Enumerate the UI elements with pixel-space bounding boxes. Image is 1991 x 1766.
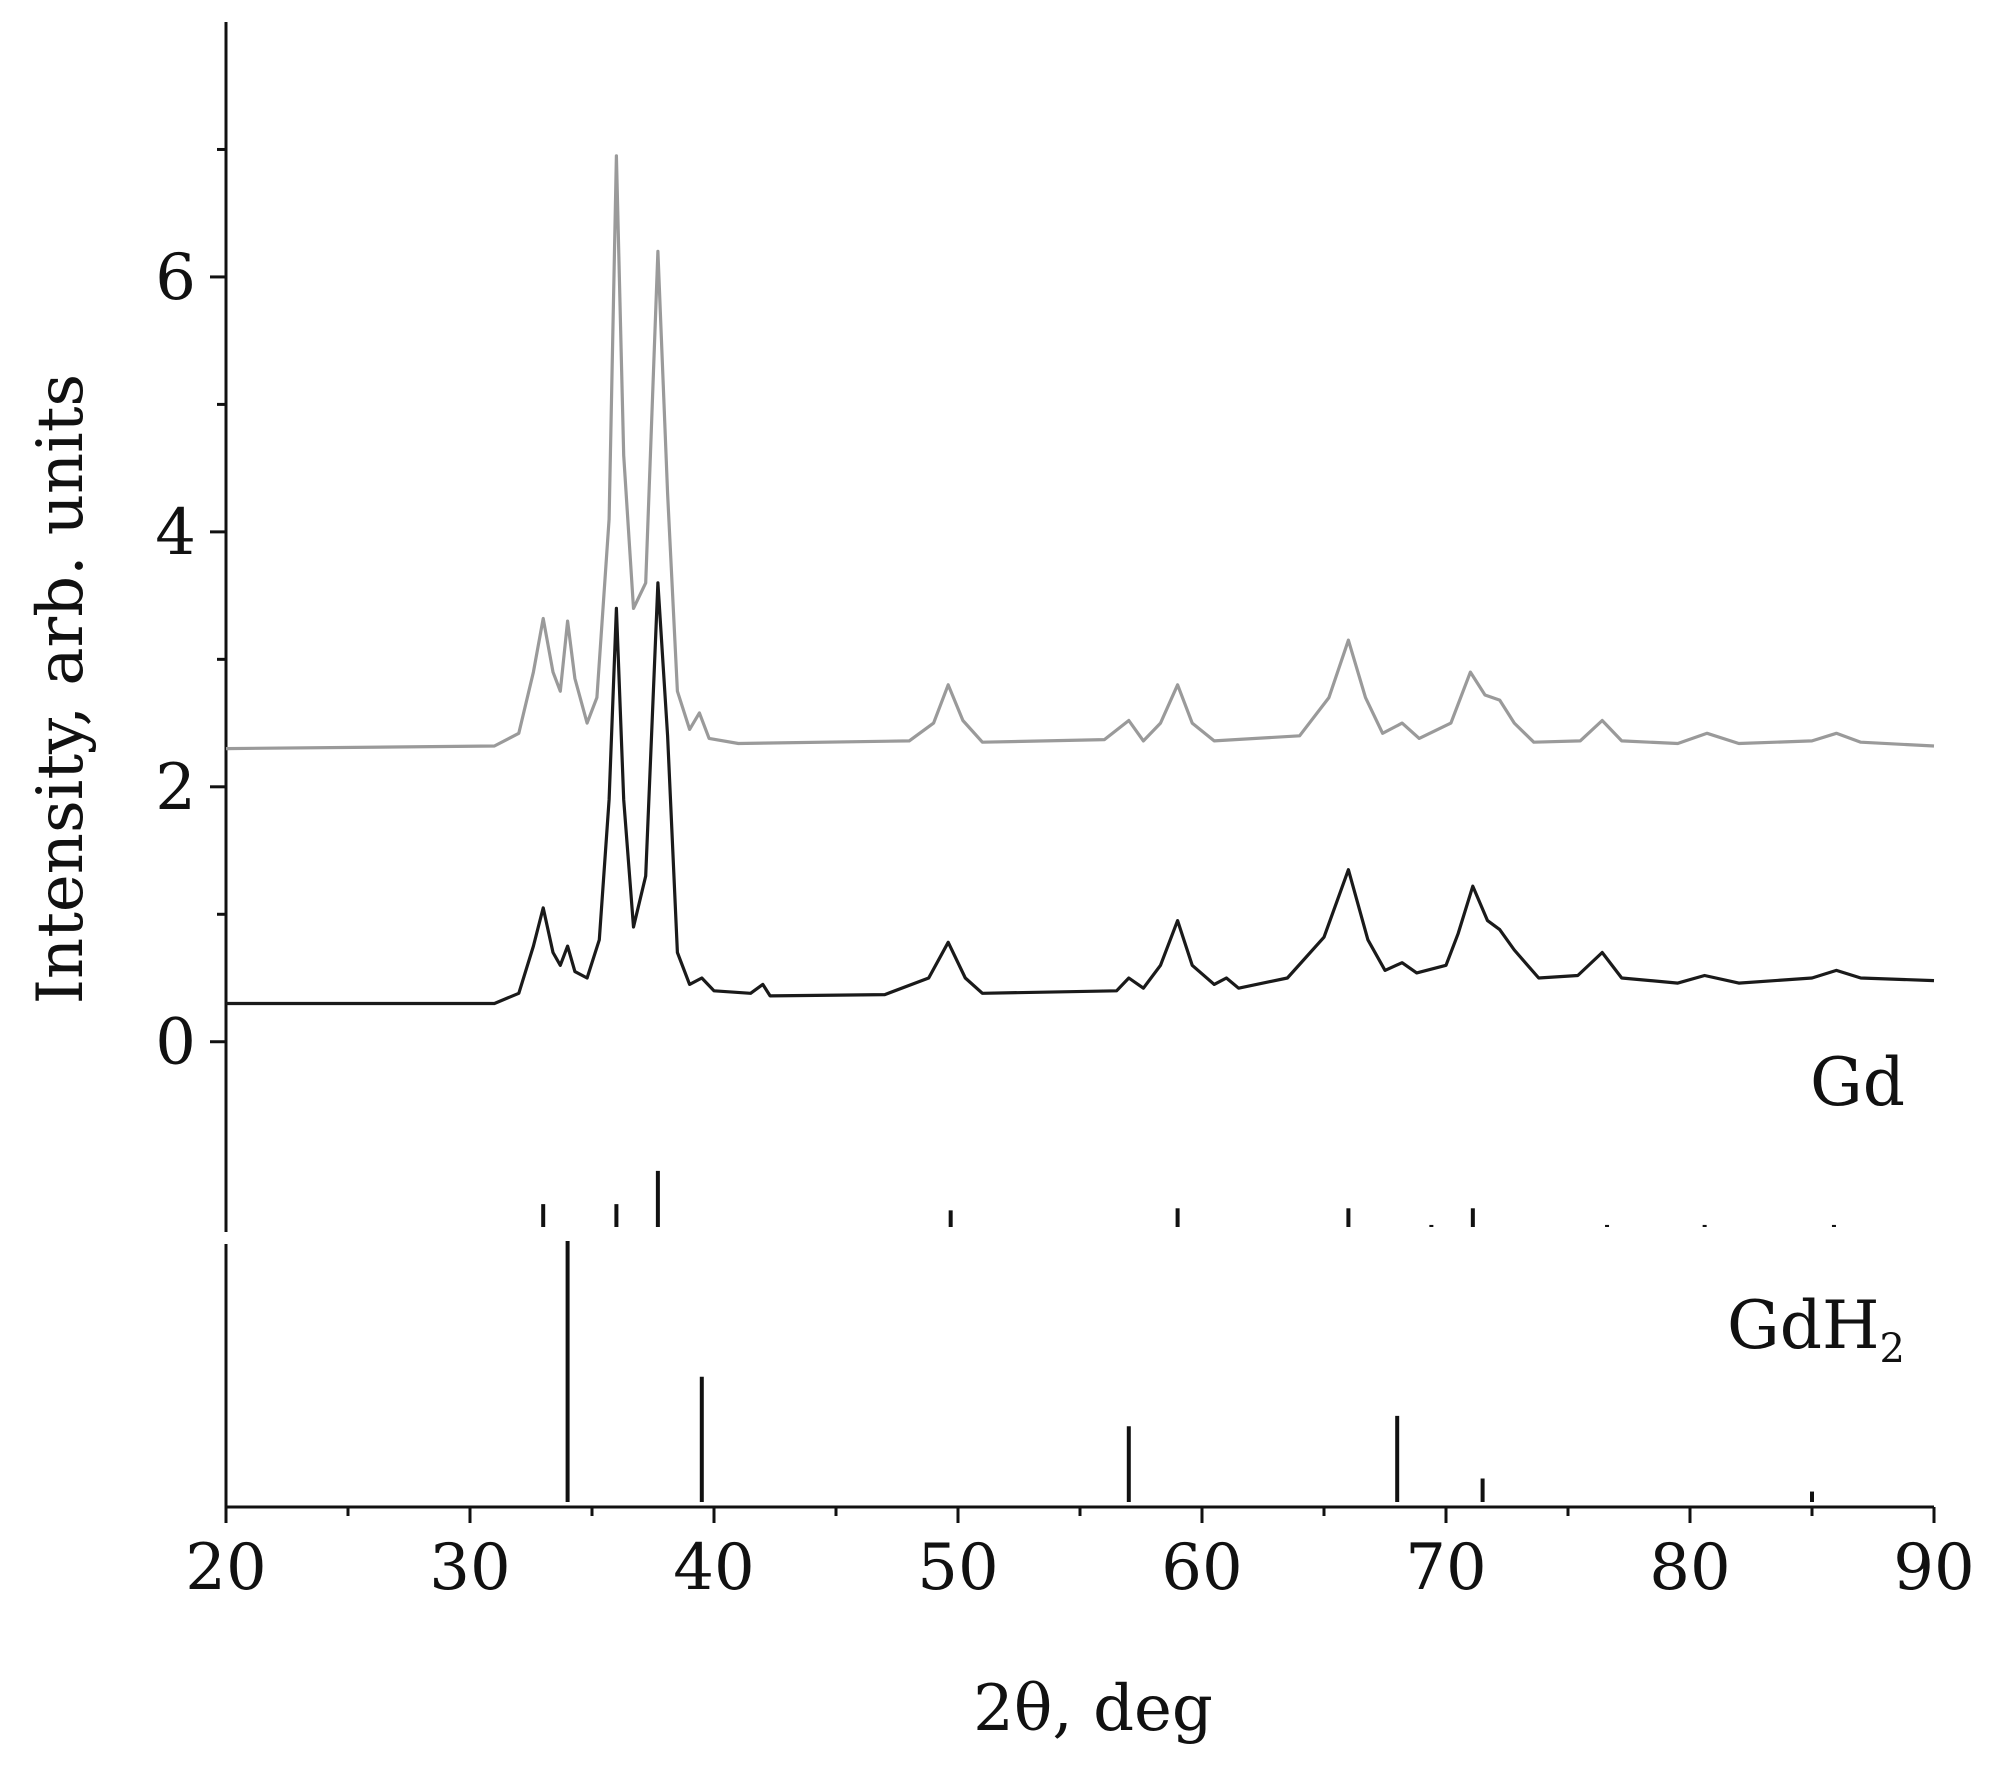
y-tick-label: 6 xyxy=(155,241,196,315)
y-axis: 0 2 4 6 xyxy=(155,22,228,1507)
y-tick-label: 0 xyxy=(155,1006,196,1080)
y-tick-label: 4 xyxy=(155,496,196,570)
x-tick-label: 80 xyxy=(1649,1531,1730,1605)
x-tick-label: 60 xyxy=(1161,1531,1242,1605)
series-line-upper xyxy=(225,154,1935,751)
x-tick-label: 30 xyxy=(429,1531,510,1605)
x-tick-label: 20 xyxy=(185,1531,266,1605)
x-axis: 20 30 40 50 60 70 80 90 xyxy=(185,1505,1975,1605)
x-tick-label: 90 xyxy=(1893,1531,1974,1605)
x-axis-title: 2θ, deg xyxy=(973,1672,1213,1746)
y-tick-label: 2 xyxy=(155,751,196,825)
gdh2-label-base: GdH xyxy=(1727,1287,1880,1364)
x-tick-label: 50 xyxy=(917,1531,998,1605)
series-line-lower xyxy=(226,581,1935,1006)
series-layer xyxy=(225,154,1935,1006)
reference-label-gd: Gd xyxy=(1810,1044,1905,1121)
x-tick-label: 70 xyxy=(1405,1531,1486,1605)
reference-label-gdh2: GdH2 xyxy=(1727,1287,1905,1372)
reference-patterns-layer xyxy=(223,1170,1836,1502)
x-tick-label: 40 xyxy=(673,1531,754,1605)
gdh2-label-subscript: 2 xyxy=(1880,1326,1905,1372)
y-axis-title: Intensity, arb. units xyxy=(24,374,98,1005)
